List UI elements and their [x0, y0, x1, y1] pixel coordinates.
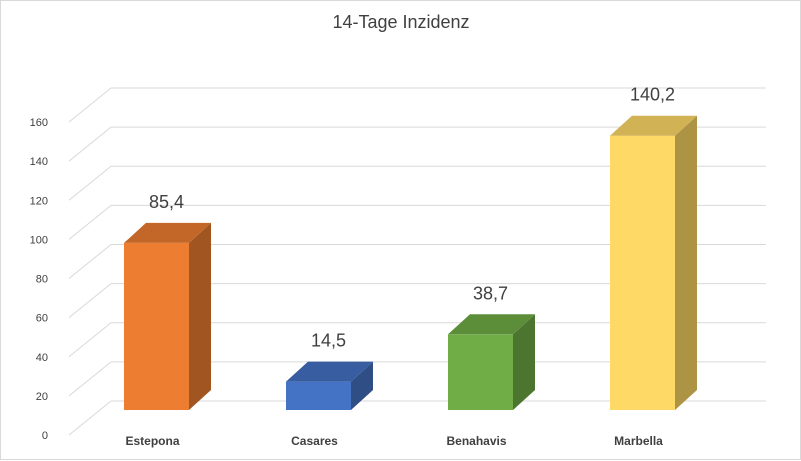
y-tick-label: 60 — [36, 313, 48, 325]
y-axis-ticks: 0 20 40 60 80 100 120 140 160 — [30, 117, 48, 442]
bar-top — [286, 361, 373, 382]
y-tick-label: 0 — [42, 430, 48, 442]
gridline-diagonal — [68, 361, 112, 397]
chart-title: 14-Tage Inzidenz — [332, 12, 469, 32]
bar-front — [610, 135, 675, 410]
bar-side — [189, 222, 211, 410]
data-label: 38,7 — [473, 283, 508, 303]
bar — [124, 222, 211, 410]
data-labels: 85,4 14,5 38,7 140,2 — [149, 85, 675, 351]
bar-front — [124, 242, 189, 410]
bar-top — [448, 314, 535, 335]
bar-front — [286, 381, 351, 410]
y-tick-label: 120 — [30, 195, 48, 207]
x-tick-label: Benahavis — [446, 434, 506, 448]
bar — [448, 314, 535, 410]
bar — [610, 115, 697, 410]
gridline-diagonal — [68, 283, 112, 319]
bar — [286, 361, 373, 410]
gridline-diagonal — [68, 165, 112, 201]
bar-side — [675, 115, 697, 410]
bar-top — [124, 222, 211, 243]
gridline-diagonal — [68, 204, 112, 240]
bar-side — [513, 314, 535, 410]
x-tick-label: Casares — [291, 434, 338, 448]
y-tick-label: 40 — [36, 352, 48, 364]
bars — [124, 115, 697, 410]
y-tick-label: 80 — [36, 274, 48, 286]
y-tick-label: 100 — [30, 234, 48, 246]
x-tick-label: Estepona — [125, 434, 179, 448]
bar-side — [351, 361, 373, 410]
y-tick-label: 20 — [36, 391, 48, 403]
data-label: 140,2 — [630, 85, 675, 105]
gridline-diagonal — [68, 87, 112, 123]
bar-front — [448, 334, 513, 410]
x-tick-label: Marbella — [614, 434, 663, 448]
data-label: 85,4 — [149, 192, 184, 212]
y-tick-label: 160 — [30, 117, 48, 129]
gridline-diagonal — [68, 126, 112, 162]
gridline-diagonal — [68, 322, 112, 358]
gridline-diagonal — [68, 400, 112, 436]
data-label: 14,5 — [311, 331, 346, 351]
y-tick-label: 140 — [30, 156, 48, 168]
bar-top — [610, 115, 697, 136]
gridline-diagonal — [68, 244, 112, 279]
x-axis-ticks: Estepona Casares Benahavis Marbella — [125, 434, 663, 448]
